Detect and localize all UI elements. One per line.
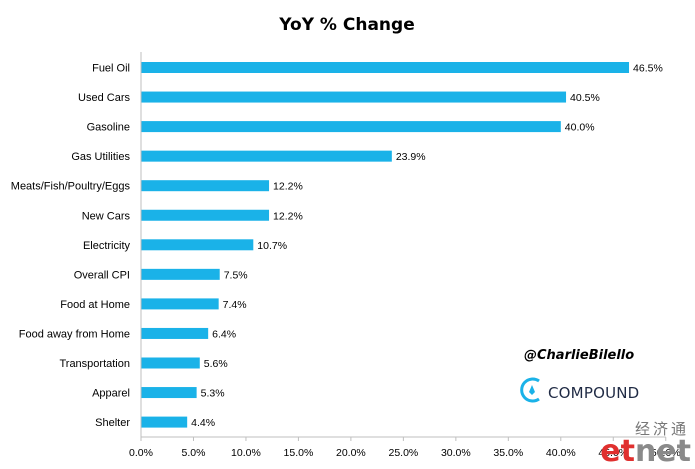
x-tick-label: 15.0% bbox=[284, 447, 314, 459]
data-label: 40.0% bbox=[565, 122, 595, 134]
compound-brand: COMPOUND bbox=[520, 376, 639, 409]
bar bbox=[141, 62, 630, 73]
category-label: Gas Utilities bbox=[71, 151, 130, 163]
x-tick-label: 20.0% bbox=[336, 447, 366, 459]
bar bbox=[141, 327, 209, 339]
x-tick-label: 40.0% bbox=[546, 447, 576, 459]
category-label: Apparel bbox=[92, 388, 130, 400]
compound-logo-icon bbox=[520, 376, 544, 409]
data-label: 5.3% bbox=[201, 388, 225, 400]
x-tick-label: 45.0% bbox=[598, 447, 628, 459]
category-label: Meats/Fish/Poultry/Eggs bbox=[11, 181, 131, 193]
x-tick-label: 35.0% bbox=[493, 447, 523, 459]
bar bbox=[141, 387, 197, 399]
category-label: Electricity bbox=[83, 240, 131, 252]
category-label: Food away from Home bbox=[19, 328, 130, 340]
compound-brand-name: COMPOUND bbox=[548, 383, 640, 402]
category-label: Gasoline bbox=[87, 122, 130, 134]
category-label: Transportation bbox=[59, 358, 130, 370]
twitter-handle: @CharlieBilello bbox=[524, 348, 635, 363]
category-label: Food at Home bbox=[60, 299, 130, 311]
data-label: 7.4% bbox=[223, 299, 247, 311]
data-label: 12.2% bbox=[273, 181, 303, 193]
bars-layer: Fuel Oil 46.5% Used Cars 40.5% Gasoline 40.0%… bbox=[11, 62, 663, 429]
watermark-chinese: 经济通 bbox=[634, 420, 689, 438]
data-label: 4.4% bbox=[191, 417, 215, 429]
bar bbox=[141, 209, 270, 221]
data-label: 7.5% bbox=[224, 269, 248, 281]
data-label: 5.6% bbox=[204, 358, 228, 370]
bar bbox=[141, 298, 219, 310]
data-label: 10.7% bbox=[257, 240, 287, 252]
x-tick-label: 25.0% bbox=[388, 447, 418, 459]
x-tick-label: 30.0% bbox=[441, 447, 471, 459]
x-tick-label: 0.0% bbox=[129, 447, 153, 459]
axis-layer: 0.0% 5.0% 10.0% 15.0% 20.0% 25.0% 30.0% 35.0% 40… bbox=[129, 52, 681, 459]
etnet-watermark: 经济通 etnet bbox=[600, 418, 691, 469]
category-label: New Cars bbox=[82, 210, 131, 222]
bar bbox=[141, 121, 561, 133]
bar bbox=[141, 91, 567, 103]
bar bbox=[141, 150, 392, 162]
bar bbox=[141, 268, 220, 280]
bar bbox=[141, 239, 254, 251]
data-label: 6.4% bbox=[212, 328, 236, 340]
x-tick-label: 10.0% bbox=[231, 447, 261, 459]
watermark-et: et bbox=[600, 434, 635, 469]
category-label: Shelter bbox=[95, 417, 130, 429]
watermark-net: net bbox=[634, 434, 691, 469]
data-label: 46.5% bbox=[633, 63, 663, 75]
data-label: 12.2% bbox=[273, 210, 303, 222]
data-label: 23.9% bbox=[396, 151, 426, 163]
category-label: Fuel Oil bbox=[92, 63, 130, 75]
bar bbox=[141, 357, 200, 369]
bar bbox=[141, 416, 188, 428]
bar bbox=[141, 180, 270, 192]
data-label: 40.5% bbox=[570, 92, 600, 104]
chart-title: YoY % Change bbox=[278, 15, 414, 35]
category-label: Overall CPI bbox=[74, 269, 130, 281]
category-label: Used Cars bbox=[78, 92, 130, 104]
x-tick-label: 5.0% bbox=[182, 447, 206, 459]
x-tick-label: 50.0% bbox=[651, 447, 681, 459]
